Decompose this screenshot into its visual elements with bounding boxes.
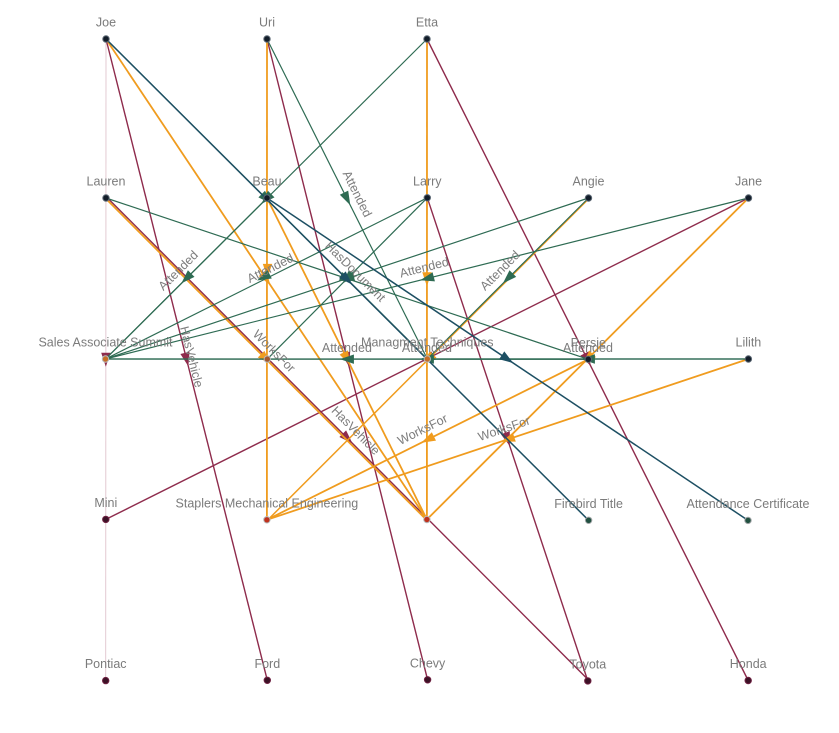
svg-text:Chevy: Chevy [410,656,446,670]
svg-text:Pontiac: Pontiac [85,657,127,671]
svg-text:Beau: Beau [252,175,281,189]
svg-text:Lauren: Lauren [87,175,126,189]
svg-text:Mini: Mini [94,496,117,510]
svg-text:Angie: Angie [573,175,605,189]
svg-text:Managment Techniques: Managment Techniques [361,336,494,350]
svg-text:Jane: Jane [735,175,762,189]
svg-text:Toyota: Toyota [569,658,606,672]
svg-text:Larry: Larry [413,174,442,188]
svg-text:Attended: Attended [322,341,372,355]
svg-text:Staplers Mechanical Engineerin: Staplers Mechanical Engineering [176,496,359,510]
svg-text:Uri: Uri [259,16,275,30]
svg-text:Honda: Honda [730,657,767,671]
svg-text:Firebird Title: Firebird Title [554,497,623,511]
svg-text:Lilith: Lilith [736,336,762,350]
svg-text:Ford: Ford [254,657,280,671]
svg-text:Joe: Joe [96,16,116,30]
svg-text:Attended: Attended [402,341,452,355]
svg-text:Attended: Attended [563,341,613,355]
svg-text:Persie: Persie [571,336,606,350]
svg-text:Etta: Etta [416,16,438,30]
svg-text:Attendance Certificate: Attendance Certificate [687,497,810,511]
svg-text:Sales Associate Summit: Sales Associate Summit [38,336,173,350]
